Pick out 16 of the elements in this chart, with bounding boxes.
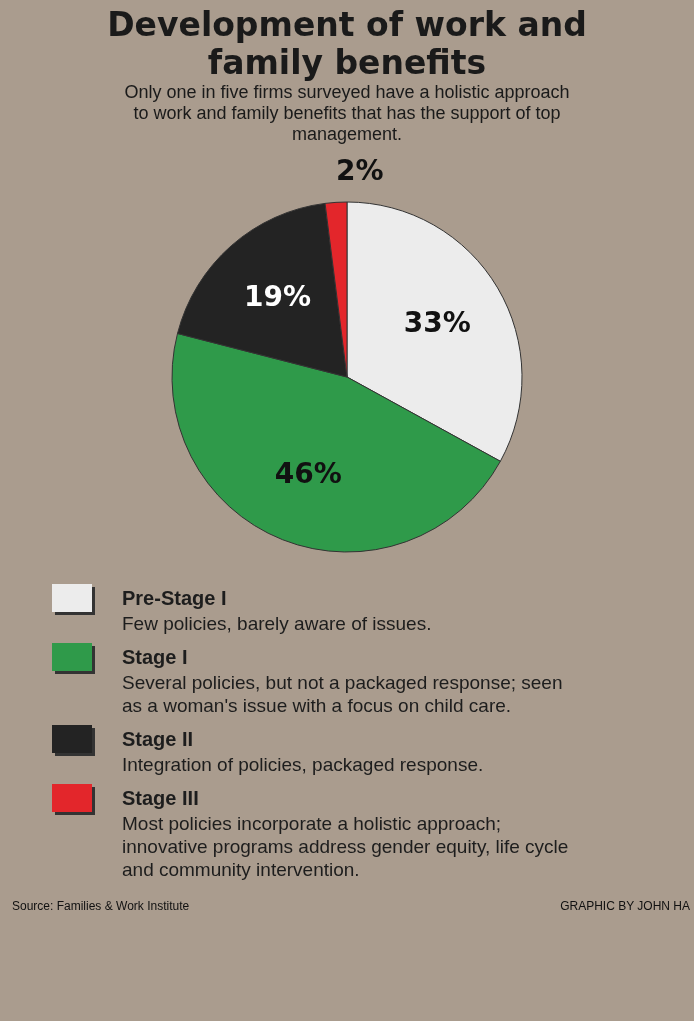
data-label: 2%: [336, 154, 384, 188]
chart-subtitle: Only one in five firms surveyed have a holistic approach to work and family benefits that has the support of top management.: [124, 82, 570, 145]
source-note: Source: Families & Work Institute: [12, 899, 190, 913]
text: Most policies incorporate a holistic approach; innovative programs address gender equity, life cycle and community intervention.: [122, 812, 570, 881]
legend-label: Stage III: [122, 786, 199, 811]
text: GRAPHIC BY JOHN HA: [560, 899, 690, 913]
legend-label: Pre-Stage I: [122, 586, 227, 611]
data-label: 46%: [274, 456, 342, 490]
legend-label: Stage I: [122, 645, 188, 670]
text: Integration of policies, packaged response.: [122, 753, 485, 776]
text: Several policies, but not a packaged response; seen as a woman's issue with a focus on child care.: [122, 671, 564, 717]
chart-title: Development of work and family benefits: [107, 5, 587, 83]
legend-label: Stage II: [122, 727, 194, 752]
data-label: 19%: [244, 280, 312, 314]
data-label: 33%: [403, 305, 471, 339]
text: Few policies, barely aware of issues.: [122, 612, 433, 635]
